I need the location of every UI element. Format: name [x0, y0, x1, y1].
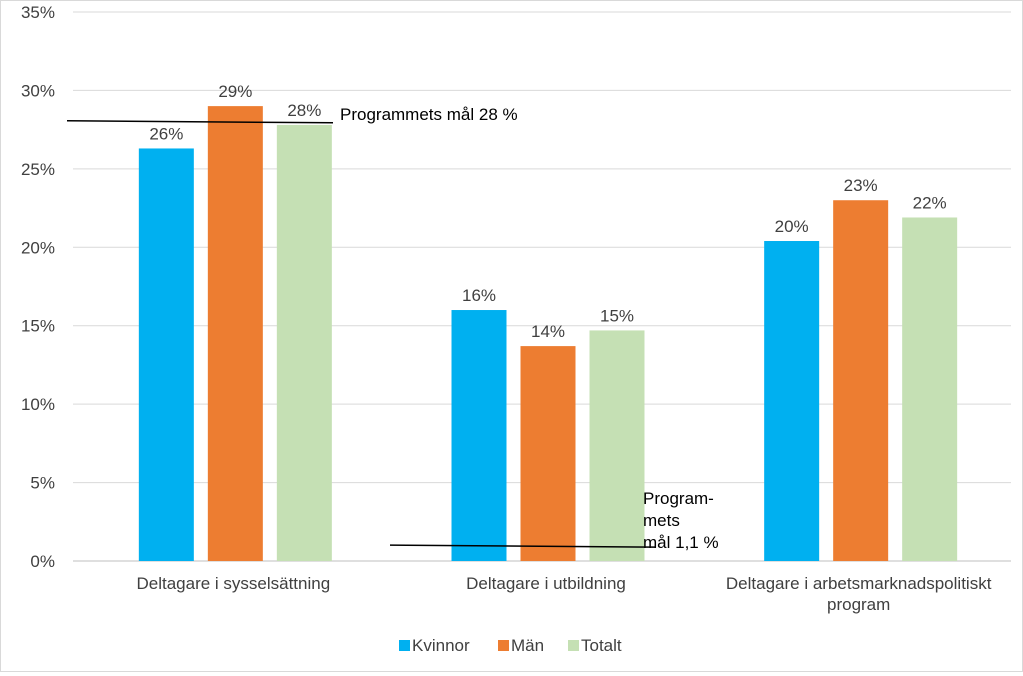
category-label: Deltagare i arbetsmarknadspolitiskt	[726, 574, 992, 593]
target-annotation: mets	[643, 511, 680, 530]
legend-swatch	[498, 640, 509, 651]
bar-totalt	[276, 124, 332, 562]
data-label: 22%	[913, 193, 947, 212]
y-tick-label: 35%	[21, 3, 55, 22]
legend-label: Totalt	[581, 636, 622, 655]
category-label: Deltagare i sysselsättning	[136, 574, 330, 593]
bar-m-n	[207, 106, 263, 561]
target-annotation: Program-	[643, 489, 714, 508]
bar-m-n	[520, 346, 576, 561]
target-line	[389, 544, 657, 548]
bar-kvinnor	[138, 148, 194, 562]
data-label: 15%	[600, 306, 634, 325]
y-tick-label: 25%	[21, 160, 55, 179]
y-tick-label: 30%	[21, 81, 55, 100]
y-tick-label: 0%	[30, 552, 55, 571]
data-label: 23%	[844, 176, 878, 195]
legend-label: Kvinnor	[412, 636, 470, 655]
target-annotation: Programmets mål 28 %	[340, 105, 518, 124]
legend-swatch	[568, 640, 579, 651]
bar-kvinnor	[451, 310, 507, 561]
legend-label: Män	[511, 636, 544, 655]
y-tick-label: 10%	[21, 395, 55, 414]
bar-totalt	[902, 217, 958, 562]
target-annotation: mål 1,1 %	[643, 533, 719, 552]
bar-m-n	[833, 200, 889, 561]
x-axis: Deltagare i sysselsättning Deltagare i ut…	[136, 574, 991, 614]
data-label: 20%	[775, 217, 809, 236]
y-tick-label: 20%	[21, 238, 55, 257]
data-label: 28%	[287, 101, 321, 120]
category-label: program	[827, 595, 890, 614]
annotations: Programmets mål 28 % Program-mets mål 1,1 …	[66, 105, 719, 552]
data-label: 26%	[149, 124, 183, 143]
bar-kvinnor	[764, 241, 820, 562]
data-label: 16%	[462, 286, 496, 305]
data-label: 29%	[218, 82, 252, 101]
category-label: Deltagare i utbildning	[466, 574, 626, 593]
legend-swatch	[399, 640, 410, 651]
y-tick-label: 15%	[21, 317, 55, 336]
data-label: 14%	[531, 322, 565, 341]
legend: Kvinnor Män Totalt	[399, 636, 622, 655]
bars	[138, 106, 958, 562]
y-axis: 0% 5% 10% 15% 20% 25% 30% 35%	[21, 3, 55, 571]
data-labels: 26% 29% 28% 16% 14% 15% 20% 23% 22%	[149, 82, 946, 341]
target-line	[66, 120, 334, 124]
bar-totalt	[589, 330, 645, 561]
y-tick-label: 5%	[30, 474, 55, 493]
